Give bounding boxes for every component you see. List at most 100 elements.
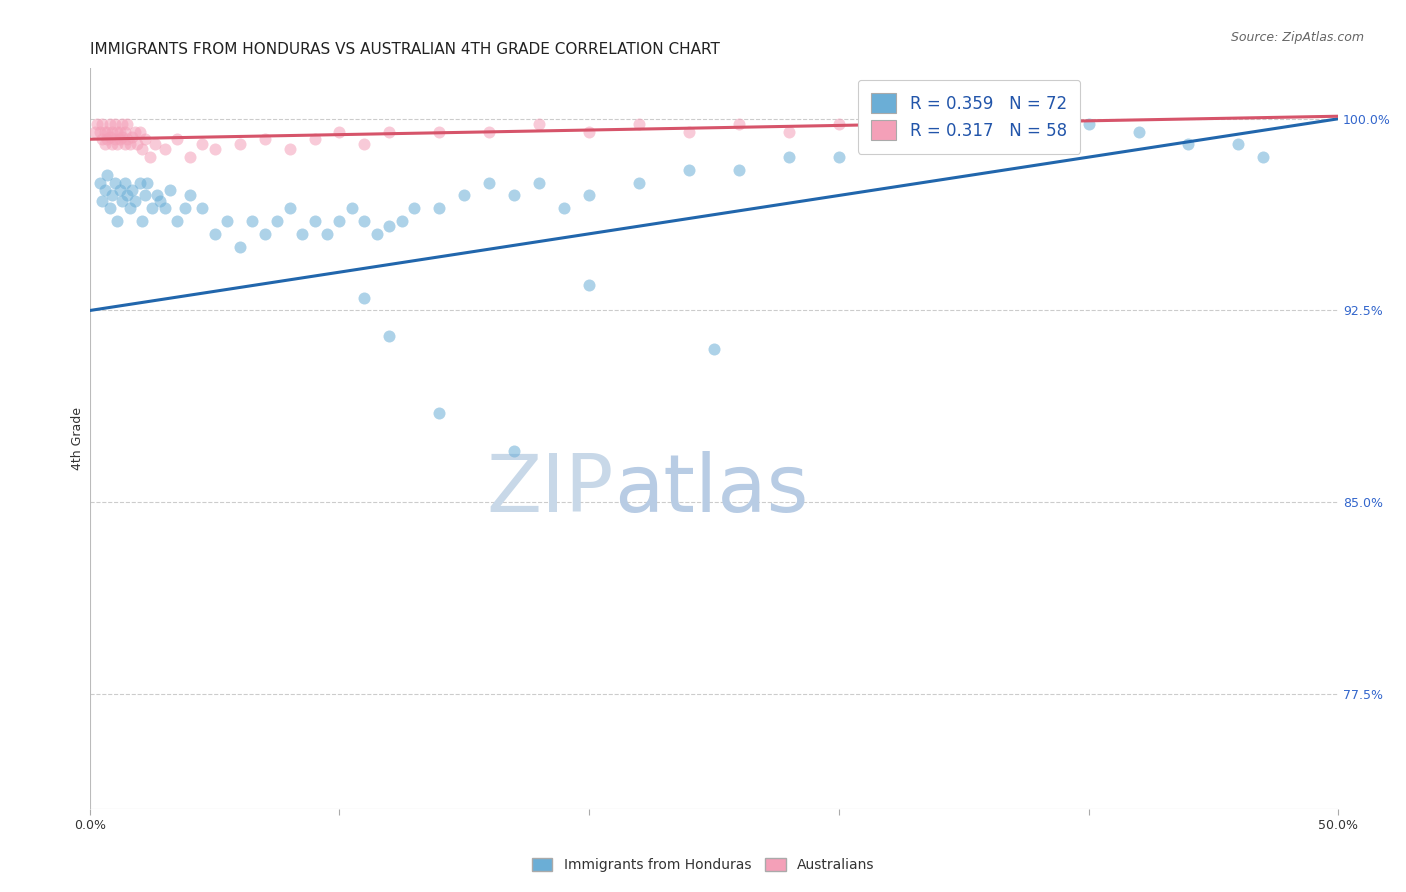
Point bbox=[278, 201, 301, 215]
Point bbox=[96, 168, 118, 182]
Point bbox=[128, 176, 150, 190]
Point bbox=[173, 201, 195, 215]
Point bbox=[179, 150, 201, 164]
Point bbox=[118, 201, 141, 215]
Point bbox=[217, 214, 239, 228]
Point bbox=[138, 150, 160, 164]
Point bbox=[304, 214, 326, 228]
Point bbox=[94, 124, 117, 138]
Point bbox=[89, 176, 111, 190]
Point bbox=[340, 201, 363, 215]
Point bbox=[228, 239, 250, 253]
Text: ZIP: ZIP bbox=[486, 451, 614, 529]
Point bbox=[96, 132, 118, 146]
Point bbox=[114, 124, 136, 138]
Point bbox=[146, 188, 169, 202]
Point bbox=[108, 124, 131, 138]
Point bbox=[166, 132, 188, 146]
Point bbox=[121, 183, 143, 197]
Point bbox=[91, 132, 114, 146]
Point bbox=[728, 117, 751, 131]
Point bbox=[89, 124, 111, 138]
Point bbox=[503, 444, 526, 458]
Point bbox=[204, 143, 226, 157]
Text: atlas: atlas bbox=[614, 451, 808, 529]
Point bbox=[104, 176, 127, 190]
Point bbox=[191, 201, 214, 215]
Point bbox=[628, 176, 651, 190]
Point bbox=[131, 143, 153, 157]
Point bbox=[143, 137, 166, 152]
Point bbox=[121, 129, 143, 144]
Point bbox=[427, 201, 450, 215]
Point bbox=[278, 143, 301, 157]
Point bbox=[204, 227, 226, 241]
Point bbox=[91, 117, 114, 131]
Point bbox=[977, 124, 1000, 138]
Point bbox=[131, 214, 153, 228]
Point bbox=[101, 124, 124, 138]
Text: IMMIGRANTS FROM HONDURAS VS AUSTRALIAN 4TH GRADE CORRELATION CHART: IMMIGRANTS FROM HONDURAS VS AUSTRALIAN 4… bbox=[90, 42, 720, 57]
Point bbox=[378, 219, 401, 234]
Point bbox=[153, 143, 176, 157]
Point bbox=[94, 183, 117, 197]
Point bbox=[101, 188, 124, 202]
Point bbox=[478, 176, 501, 190]
Point bbox=[114, 176, 136, 190]
Point bbox=[98, 117, 121, 131]
Point bbox=[104, 132, 127, 146]
Point bbox=[503, 188, 526, 202]
Point bbox=[391, 214, 413, 228]
Point bbox=[98, 129, 121, 144]
Point bbox=[304, 132, 326, 146]
Point bbox=[149, 194, 172, 208]
Point bbox=[291, 227, 314, 241]
Point bbox=[728, 162, 751, 177]
Point bbox=[253, 132, 276, 146]
Point bbox=[328, 214, 350, 228]
Point bbox=[105, 214, 128, 228]
Point bbox=[453, 188, 475, 202]
Point bbox=[105, 137, 128, 152]
Point bbox=[117, 117, 139, 131]
Point bbox=[703, 342, 725, 356]
Point bbox=[378, 124, 401, 138]
Point bbox=[240, 214, 263, 228]
Point bbox=[124, 124, 146, 138]
Point bbox=[678, 162, 700, 177]
Point bbox=[828, 150, 851, 164]
Point bbox=[159, 183, 181, 197]
Point bbox=[778, 150, 800, 164]
Point bbox=[1128, 124, 1150, 138]
Point bbox=[427, 124, 450, 138]
Point bbox=[94, 137, 117, 152]
Point bbox=[553, 201, 575, 215]
Point bbox=[114, 137, 136, 152]
Point bbox=[1227, 137, 1250, 152]
Point bbox=[366, 227, 388, 241]
Point bbox=[1077, 117, 1099, 131]
Point bbox=[328, 124, 350, 138]
Point bbox=[877, 124, 900, 138]
Point bbox=[141, 201, 163, 215]
Point bbox=[529, 176, 551, 190]
Point bbox=[127, 137, 149, 152]
Point bbox=[1028, 124, 1050, 138]
Legend: R = 0.359   N = 72, R = 0.317   N = 58: R = 0.359 N = 72, R = 0.317 N = 58 bbox=[858, 79, 1080, 153]
Point bbox=[877, 137, 900, 152]
Point bbox=[128, 124, 150, 138]
Point bbox=[134, 132, 156, 146]
Point bbox=[191, 137, 214, 152]
Point bbox=[828, 117, 851, 131]
Point bbox=[266, 214, 288, 228]
Text: Source: ZipAtlas.com: Source: ZipAtlas.com bbox=[1230, 31, 1364, 45]
Point bbox=[353, 291, 375, 305]
Point bbox=[166, 214, 188, 228]
Point bbox=[117, 132, 139, 146]
Point bbox=[529, 117, 551, 131]
Point bbox=[353, 137, 375, 152]
Point bbox=[118, 137, 141, 152]
Point bbox=[83, 124, 105, 138]
Legend: Immigrants from Honduras, Australians: Immigrants from Honduras, Australians bbox=[526, 853, 880, 878]
Point bbox=[628, 117, 651, 131]
